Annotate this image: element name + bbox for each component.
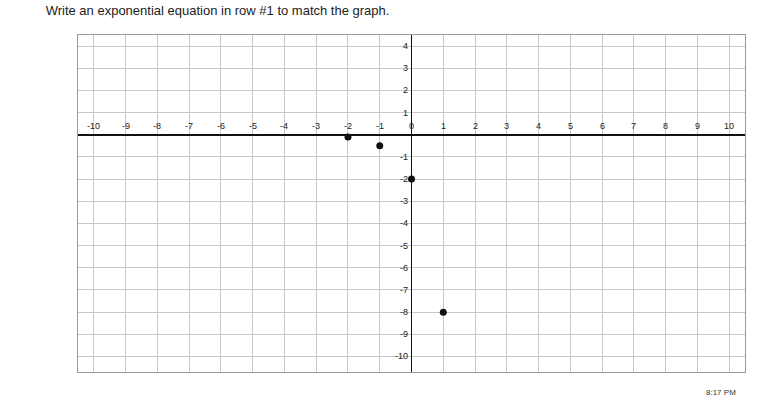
svg-text:-2: -2	[400, 174, 408, 184]
svg-text:3: 3	[504, 121, 509, 131]
svg-text:-5: -5	[400, 241, 408, 251]
svg-text:-4: -4	[400, 218, 408, 228]
svg-text:5: 5	[568, 121, 573, 131]
svg-text:4: 4	[403, 41, 408, 51]
svg-text:-8: -8	[153, 121, 161, 131]
svg-text:-4: -4	[280, 121, 288, 131]
svg-text:Write an exponential equation: Write an exponential equation in row #1 …	[46, 3, 390, 18]
svg-text:8:17 PM: 8:17 PM	[706, 388, 736, 395]
svg-text:-5: -5	[249, 121, 257, 131]
svg-text:2: 2	[403, 85, 408, 95]
svg-text:-6: -6	[217, 121, 225, 131]
svg-text:-9: -9	[400, 329, 408, 339]
svg-text:4: 4	[536, 121, 541, 131]
svg-text:7: 7	[631, 121, 636, 131]
svg-text:0: 0	[409, 121, 414, 131]
svg-text:-7: -7	[185, 121, 193, 131]
svg-text:-2: -2	[344, 121, 352, 131]
svg-text:1: 1	[403, 108, 408, 118]
svg-text:-7: -7	[400, 285, 408, 295]
svg-text:-6: -6	[400, 263, 408, 273]
svg-text:-8: -8	[400, 307, 408, 317]
svg-text:-3: -3	[400, 196, 408, 206]
svg-text:-10: -10	[395, 351, 408, 361]
svg-text:6: 6	[600, 121, 605, 131]
svg-text:9: 9	[695, 121, 700, 131]
svg-text:-1: -1	[376, 121, 384, 131]
svg-text:8: 8	[663, 121, 668, 131]
svg-text:3: 3	[403, 63, 408, 73]
svg-text:2: 2	[473, 121, 478, 131]
svg-text:-9: -9	[122, 121, 130, 131]
svg-text:-3: -3	[312, 121, 320, 131]
svg-text:-1: -1	[400, 152, 408, 162]
svg-text:1: 1	[441, 121, 446, 131]
svg-text:10: 10	[724, 121, 734, 131]
svg-text:-10: -10	[87, 121, 100, 131]
